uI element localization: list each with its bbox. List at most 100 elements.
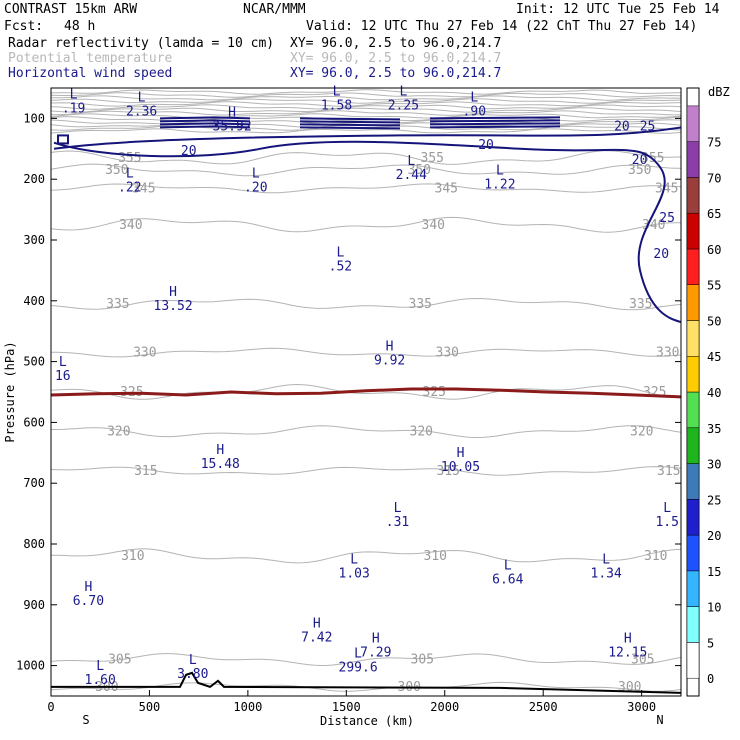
theta-contour-label: 310 — [644, 549, 667, 564]
theta-contour — [50, 163, 682, 177]
x-tick-label: 1500 — [332, 700, 361, 714]
theta-contour-label: 330 — [436, 346, 459, 361]
theta-contour — [50, 150, 682, 165]
extremum-type: H — [84, 580, 92, 595]
theta-contour-label: 350 — [628, 163, 651, 178]
theta-contour-label: 335 — [409, 297, 432, 312]
colorbar-label: 0 — [707, 672, 714, 686]
theta-contour-label: 340 — [642, 218, 665, 233]
theta-contour-label: 355 — [118, 151, 141, 166]
extremum-type: L — [354, 647, 362, 662]
y-tick-label: 400 — [23, 294, 45, 308]
theta-contour-upper — [50, 104, 682, 110]
y-tick-label: 700 — [23, 476, 45, 490]
colorbar-label: 35 — [707, 422, 721, 436]
theta-contour-label: 305 — [411, 653, 434, 668]
fcst-value: 48 h — [64, 19, 95, 34]
colorbar-swatch — [686, 177, 700, 214]
colorbar-label: 65 — [707, 207, 721, 221]
extremum-value: 7.29 — [360, 646, 391, 661]
extremum-value: 2.36 — [126, 104, 157, 119]
extremum-value: 2.25 — [388, 98, 419, 113]
extremum-value: 3.80 — [177, 667, 208, 682]
theta-contour — [51, 548, 682, 564]
extremum-type: L — [602, 552, 610, 567]
colorbar-title: dBZ — [708, 85, 730, 99]
extremum-type: H — [313, 616, 321, 631]
wind-contour-jet-core — [299, 123, 401, 127]
extremum-type: L — [663, 501, 671, 516]
extremum-type: H — [216, 443, 224, 458]
extremum-type: L — [336, 245, 344, 260]
wind-contour-jet-core — [299, 117, 401, 121]
extremum-type: L — [350, 552, 358, 567]
theta-contour-label: 315 — [657, 464, 680, 479]
x-tick-label: 2000 — [430, 700, 459, 714]
colorbar: 0 5 10 15 20 25 30 35 40 45 50 55 60 65 70 75 — [686, 87, 721, 697]
theta-contour-upper — [50, 113, 682, 119]
extremum-type: L — [59, 355, 67, 370]
extremum-type: H — [228, 106, 236, 121]
x-axis-title: Distance (km) — [320, 714, 414, 728]
theta-contour-label: 330 — [656, 346, 679, 361]
wind-contour-20-top — [53, 126, 682, 150]
colorbar-swatch — [686, 606, 700, 643]
extremum-value: 1.34 — [591, 566, 622, 581]
theta-contour-upper — [50, 110, 681, 116]
extremum-value: .90 — [463, 104, 486, 119]
colorbar-swatch — [686, 534, 700, 572]
extremum-type: L — [252, 166, 260, 181]
init-time: Init: 12 UTC Tue 25 Feb 14 — [516, 2, 720, 17]
wind-speed-contours: 20 20 20 25 20 25 20 — [53, 116, 682, 324]
x-end-left: S — [82, 713, 89, 727]
wind-contour-label: 20 — [181, 144, 197, 159]
colorbar-swatch — [686, 212, 700, 250]
extremum-type: H — [372, 632, 380, 647]
x-tick-label: 3000 — [627, 700, 656, 714]
wind-contour-jet-core — [429, 116, 561, 120]
extremum-value: 6.64 — [492, 573, 523, 588]
y-tick-label: 600 — [23, 415, 45, 429]
extremum-value: 1.58 — [321, 98, 352, 113]
theta-contour-label: 310 — [121, 549, 144, 564]
y-tick-label: 300 — [23, 233, 45, 247]
field-name-wind: Horizontal wind speed — [8, 66, 172, 81]
theta-contour-label: 315 — [437, 464, 460, 479]
theta-contour-label: 325 — [643, 385, 666, 400]
extremum-value: 35.92 — [213, 120, 252, 135]
theta-contour-label: 345 — [132, 181, 155, 196]
extremum-type: L — [189, 653, 197, 668]
theta-contour-label: 340 — [119, 218, 142, 233]
colorbar-label: 70 — [707, 171, 721, 185]
theta-contour-label: 335 — [106, 297, 129, 312]
theta-contour-label: 305 — [108, 653, 131, 668]
theta-contour-upper — [51, 95, 681, 101]
extremum-type: L — [470, 90, 478, 105]
field-xy-theta: XY= 96.0, 2.5 to 96.0,214.7 — [290, 51, 501, 66]
y-tick-label: 900 — [23, 598, 45, 612]
x-end-right: N — [656, 713, 663, 727]
colorbar-swatch — [686, 463, 700, 500]
center-label: NCAR/MMM — [243, 2, 306, 17]
extremum-value: .20 — [244, 180, 267, 195]
theta-contour-label: 320 — [410, 425, 433, 440]
wind-contour-small — [57, 134, 69, 145]
extremum-value: 1.03 — [339, 566, 370, 581]
theta-contour-label: 315 — [134, 464, 157, 479]
theta-contour-label: 305 — [631, 653, 654, 668]
extremum-value: 2.44 — [396, 168, 427, 183]
colorbar-label: 55 — [707, 279, 721, 293]
wind-contour-jet-core — [159, 125, 251, 129]
field-xy-reflectivity: XY= 96.0, 2.5 to 96.0,214.7 — [290, 36, 501, 51]
theta-contour — [50, 653, 682, 667]
theta-contour — [50, 383, 682, 400]
extremum-value: 1.22 — [484, 177, 515, 192]
extremum-value: 12.15 — [608, 646, 647, 661]
y-tick-label: 800 — [23, 537, 45, 551]
x-tick-label: 2500 — [529, 700, 558, 714]
colorbar-label: 10 — [707, 601, 721, 615]
field-xy-wind: XY= 96.0, 2.5 to 96.0,214.7 — [290, 66, 501, 81]
theta-contour-label: 335 — [629, 297, 652, 312]
